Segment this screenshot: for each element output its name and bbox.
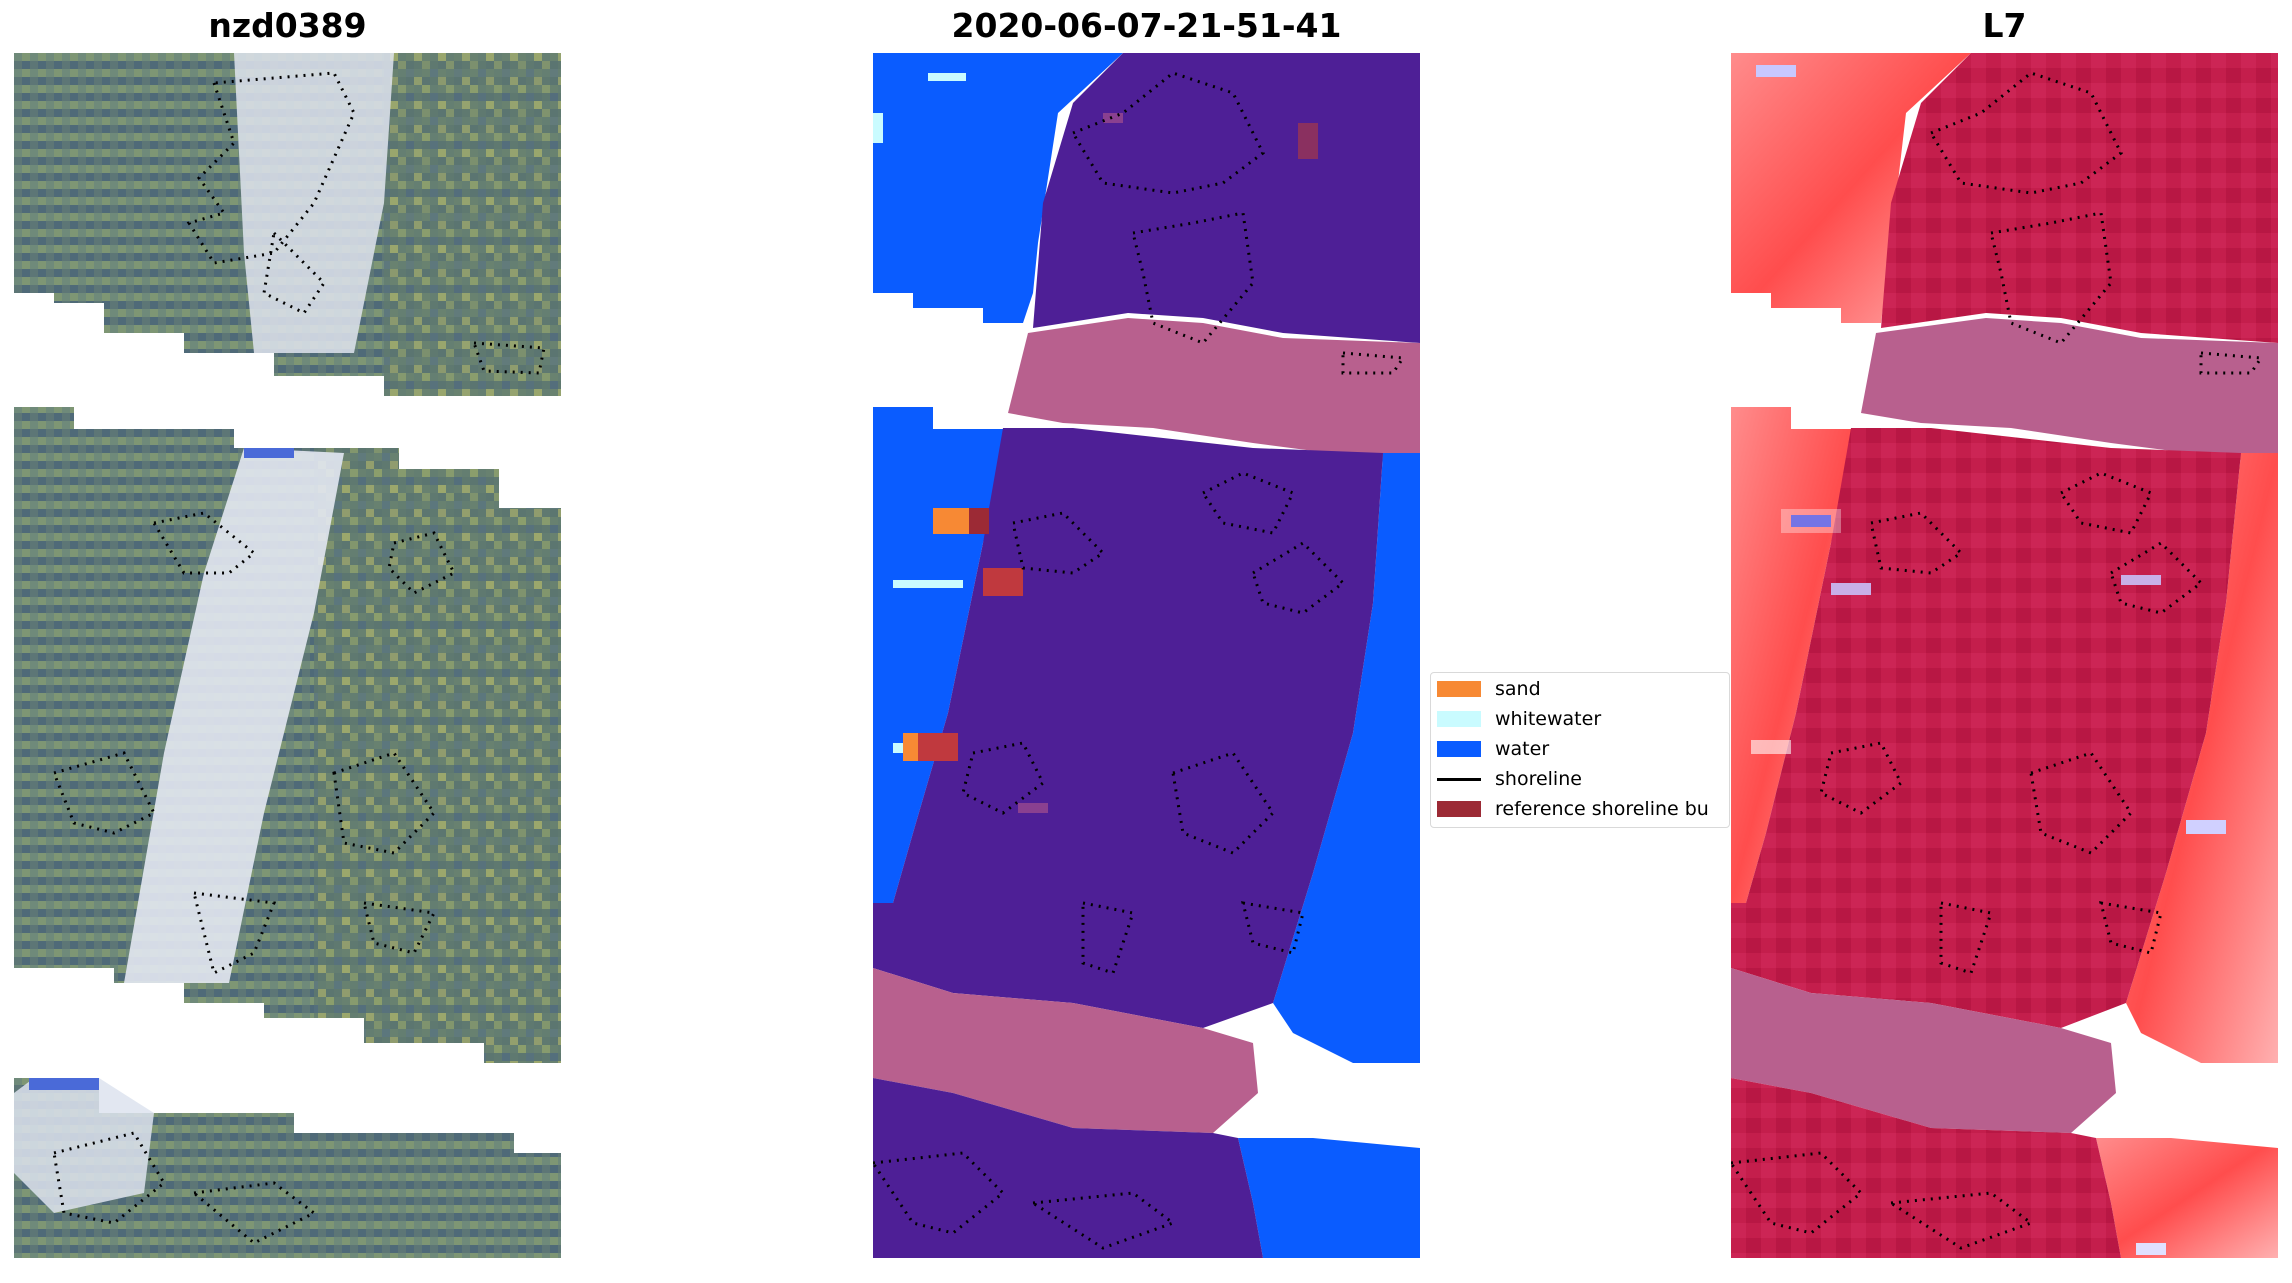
index-highlight-3 (1756, 65, 1796, 77)
class-band-bottom (873, 968, 1258, 1133)
index-water-top-left (1731, 53, 1971, 323)
rgb-strip-top-east (384, 53, 561, 396)
legend-swatch-sand (1437, 681, 1481, 697)
rgb-strip-middle-east (314, 448, 561, 1063)
legend-item-whitewater: whitewater (1437, 707, 1601, 731)
rgb-whitewater-top (234, 53, 394, 353)
classified-image-panel (873, 53, 1420, 1258)
index-highlight-4 (2186, 820, 2226, 834)
legend-swatch-water (1437, 741, 1481, 757)
legend-swatch-whitewater (1437, 711, 1481, 727)
class-shoreline-contours (873, 71, 1406, 1250)
rgb-image (14, 53, 561, 1258)
legend-label-sand: sand (1495, 678, 1541, 700)
index-land-bottom (1731, 1078, 2121, 1258)
class-buffer-small-3 (1018, 803, 1048, 813)
legend-item-sand: sand (1437, 677, 1541, 701)
index-band-top (1861, 318, 2278, 460)
legend-label-reference-buffer: reference shoreline bu (1495, 798, 1709, 820)
rgb-shoreline-contours (51, 71, 546, 1245)
legend-label-whitewater: whitewater (1495, 708, 1602, 730)
class-whitewater-strip-4 (873, 113, 883, 143)
index-highlight-7 (1751, 740, 1791, 754)
index-image-panel (1731, 53, 2278, 1258)
index-water-middle-right (2126, 453, 2278, 1063)
class-water-top-left (873, 53, 1123, 323)
class-sand-patch-1 (933, 508, 973, 534)
index-water-bottom-right (2096, 1138, 2278, 1258)
rgb-water-blue-patch (244, 448, 294, 458)
legend-item-reference-buffer: reference shoreline bu (1437, 797, 1709, 821)
class-band-top (1008, 318, 1420, 460)
class-ref-buffer-3 (918, 733, 958, 761)
rgb-water-blue-bottom (29, 1078, 99, 1090)
class-whitewater-strip-3 (928, 73, 966, 81)
class-land-bottom (873, 1078, 1263, 1258)
class-ref-buffer-2 (983, 568, 1023, 596)
legend-label-water: water (1495, 738, 1550, 760)
class-water-bottom-right (1238, 1138, 1420, 1258)
index-highlight-5 (1831, 583, 1871, 595)
index-highlight-6 (2121, 575, 2161, 585)
class-whitewater-strip-2 (893, 743, 903, 753)
index-highlight-8 (2136, 1243, 2166, 1255)
legend-item-water: water (1437, 737, 1549, 761)
index-image (1731, 53, 2278, 1258)
class-land-top (1033, 53, 1420, 343)
index-highlight-1 (1791, 515, 1831, 527)
index-band-bottom (1731, 968, 2116, 1133)
legend-swatch-shoreline (1437, 777, 1481, 781)
legend-swatch-reference-buffer (1437, 801, 1481, 817)
rgb-whitewater-middle (124, 448, 344, 983)
index-water-middle-left (1731, 407, 1861, 903)
class-water-middle-right (1273, 453, 1420, 1063)
panel-title-classified: 2020-06-07-21-51-41 (951, 6, 1342, 45)
index-highlight-2 (1781, 509, 1841, 533)
rgb-image-panel (14, 53, 561, 1258)
panel-title-index: L7 (1982, 6, 2027, 45)
panel-title-rgb: nzd0389 (208, 6, 367, 45)
legend: sand whitewater water shoreline referenc… (1430, 672, 1730, 828)
classified-image (873, 53, 1420, 1258)
class-buffer-small-2 (1103, 113, 1123, 123)
class-buffer-small-1 (1298, 123, 1318, 159)
rgb-whitewater-bottom (14, 1078, 154, 1213)
legend-item-shoreline: shoreline (1437, 767, 1582, 791)
index-land-top (1881, 53, 2278, 343)
index-shoreline-contours (1731, 71, 2264, 1250)
class-ref-buffer-1 (969, 508, 989, 534)
class-whitewater-strip-1 (893, 580, 963, 588)
legend-label-shoreline: shoreline (1495, 768, 1582, 790)
